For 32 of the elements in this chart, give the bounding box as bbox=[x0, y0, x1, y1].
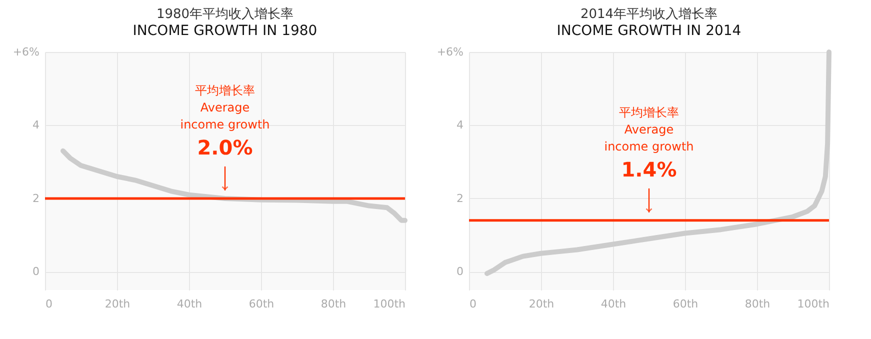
x-tick-label: 20th bbox=[528, 298, 554, 310]
x-tick-label: 0 bbox=[470, 298, 476, 310]
x-tick-label: 60th bbox=[672, 298, 698, 310]
chart-title: 1980年平均收入增长率 bbox=[156, 6, 294, 22]
y-tick-label: 4 bbox=[456, 118, 464, 132]
chart-title: 2014年平均收入增长率 bbox=[580, 6, 718, 22]
annotation: 平均增长率 bbox=[195, 83, 255, 98]
annotation: income growth bbox=[180, 117, 270, 132]
y-tick-label: +6% bbox=[12, 46, 40, 58]
ref-line-label: 2.0% bbox=[197, 135, 253, 160]
x-tick-label: 100th bbox=[797, 298, 830, 310]
y-tick-label: 2 bbox=[32, 192, 40, 205]
chart-subtitle: INCOME GROWTH IN 1980 bbox=[132, 23, 318, 39]
y-tick-label: 0 bbox=[456, 265, 464, 278]
x-tick-label: 60th bbox=[248, 298, 274, 310]
chart-subtitle: INCOME GROWTH IN 2014 bbox=[556, 23, 742, 39]
annotation: income growth bbox=[604, 139, 694, 154]
y-tick-label: +6% bbox=[436, 46, 464, 58]
x-tick-label: 20th bbox=[104, 298, 130, 310]
x-tick-label: 40th bbox=[176, 298, 202, 310]
x-tick-label: 80th bbox=[744, 298, 770, 310]
y-tick-label: 0 bbox=[32, 265, 40, 278]
x-tick-label: 80th bbox=[320, 298, 346, 310]
y-tick-label: 4 bbox=[32, 118, 40, 132]
annotation: Average bbox=[624, 122, 674, 136]
y-tick-label: 2 bbox=[456, 192, 464, 205]
annotation: 平均增长率 bbox=[619, 105, 679, 120]
x-tick-label: 100th bbox=[373, 298, 406, 310]
annotation: Average bbox=[200, 100, 250, 114]
ref-line-label: 1.4% bbox=[621, 157, 677, 182]
x-tick-label: 0 bbox=[46, 298, 52, 310]
x-tick-label: 40th bbox=[600, 298, 626, 310]
